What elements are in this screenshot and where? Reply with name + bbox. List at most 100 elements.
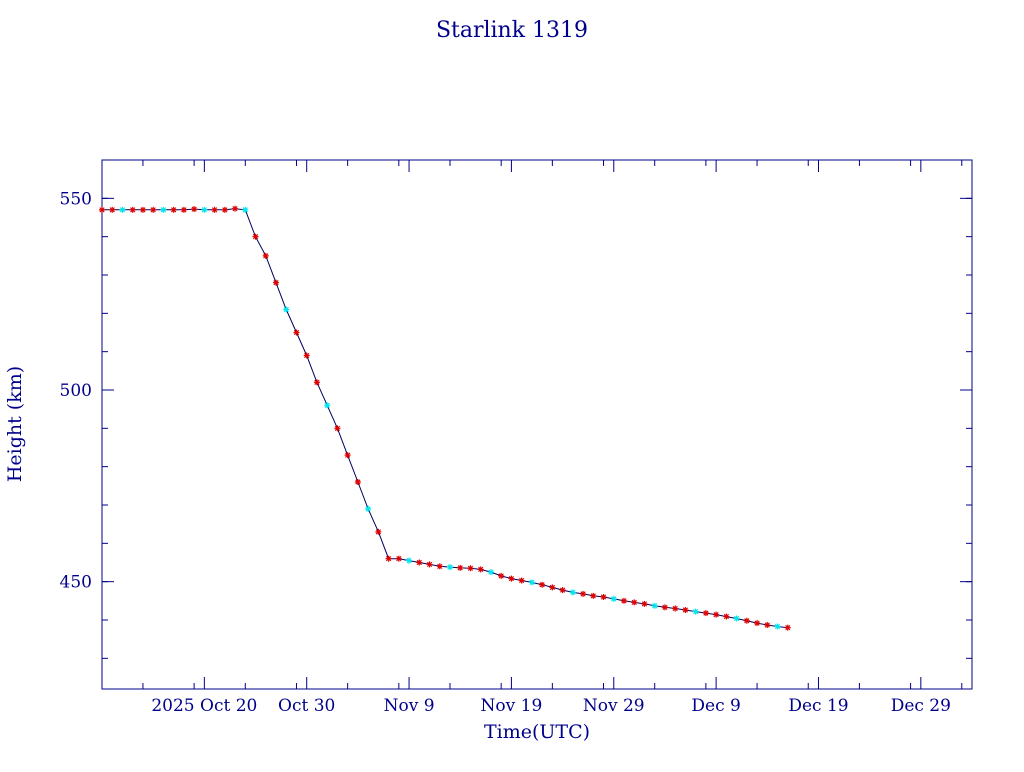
- data-point: [549, 584, 556, 591]
- data-point-stroke: [140, 207, 146, 213]
- data-point-stroke: [529, 579, 535, 586]
- data-point-stroke: [754, 620, 760, 626]
- data-point: [139, 206, 146, 213]
- data-point: [232, 205, 239, 212]
- data-point-stroke: [733, 615, 740, 622]
- data-point: [191, 206, 198, 213]
- data-point: [109, 206, 116, 213]
- data-point: [733, 615, 740, 622]
- data-point: [539, 581, 546, 588]
- data-point: [354, 479, 361, 485]
- data-point: [129, 206, 136, 213]
- y-tick-labels: 450 500 550: [60, 189, 92, 592]
- data-point: [661, 604, 668, 611]
- data-point: [692, 608, 699, 615]
- data-point: [365, 505, 372, 512]
- data-point: [477, 566, 484, 573]
- data-point-stroke: [580, 591, 586, 597]
- data-point: [436, 563, 443, 570]
- data-point: [631, 599, 638, 606]
- data-point: [774, 623, 781, 630]
- data-point: [651, 602, 658, 609]
- data-point-stroke: [723, 613, 729, 620]
- data-point-stroke: [426, 561, 433, 568]
- data-point: [170, 206, 177, 213]
- data-point: [518, 577, 525, 584]
- data-point-stroke: [232, 206, 238, 212]
- data-point-stroke: [672, 605, 678, 612]
- data-point-stroke: [304, 352, 310, 359]
- data-point-stroke: [375, 529, 381, 535]
- x-tick-label: Oct 30: [278, 696, 335, 716]
- y-axis-label: Height (km): [4, 366, 26, 482]
- data-point: [99, 206, 105, 213]
- x-tick-label: Nov 19: [481, 696, 543, 716]
- data-point: [743, 617, 750, 624]
- data-point: [457, 564, 464, 571]
- data-point: [702, 610, 709, 617]
- data-point-stroke: [365, 506, 371, 512]
- y-tick-label: 500: [60, 381, 92, 401]
- data-point: [395, 555, 402, 562]
- data-point-stroke: [549, 584, 555, 591]
- x-tick-label: Dec 9: [691, 696, 740, 716]
- data-point: [467, 565, 474, 572]
- data-point-stroke: [774, 623, 781, 630]
- data-point-stroke: [713, 612, 719, 618]
- data-point-stroke: [467, 565, 474, 571]
- data-point-stroke: [652, 603, 658, 609]
- data-point-stroke: [539, 582, 545, 588]
- data-point: [334, 425, 341, 432]
- y-tick-label: 550: [60, 189, 92, 209]
- data-point: [580, 590, 587, 597]
- data-point: [508, 575, 515, 582]
- data-point-stroke: [119, 207, 126, 213]
- data-point-stroke: [631, 599, 637, 605]
- x-tick-labels: 2025 Oct 20 Oct 30 Nov 9 Nov 19 Nov 29 Dec 9 D…: [151, 696, 951, 716]
- x-axis-label: Time(UTC): [484, 721, 590, 743]
- data-point: [426, 561, 433, 568]
- data-point-stroke: [447, 564, 453, 570]
- data-point-stroke: [293, 329, 300, 336]
- data-point-stroke: [519, 577, 525, 584]
- data-point: [201, 206, 208, 213]
- data-point: [313, 379, 320, 386]
- series-line: [102, 208, 788, 629]
- data-point-stroke: [160, 207, 167, 213]
- data-point-stroke: [334, 425, 341, 431]
- data-point-stroke: [109, 207, 115, 213]
- data-point: [283, 306, 290, 313]
- data-point: [610, 595, 617, 602]
- data-point: [559, 587, 566, 594]
- data-point-stroke: [99, 207, 105, 213]
- data-point: [621, 597, 627, 604]
- data-point: [211, 206, 218, 213]
- data-point-stroke: [764, 622, 770, 628]
- data-point: [682, 607, 689, 614]
- data-point-stroke: [590, 593, 596, 599]
- data-point: [180, 206, 187, 213]
- data-point-stroke: [600, 594, 607, 600]
- data-point-stroke: [324, 402, 330, 408]
- data-point: [119, 206, 126, 213]
- data-point-stroke: [283, 306, 289, 313]
- data-point: [447, 564, 453, 571]
- data-point-stroke: [498, 573, 504, 579]
- data-point-stroke: [242, 207, 248, 213]
- data-point-stroke: [201, 207, 207, 213]
- data-point: [528, 579, 535, 586]
- data-point: [273, 279, 279, 286]
- data-point-stroke: [252, 234, 259, 240]
- x-tick-label: Dec 19: [788, 696, 848, 716]
- data-point-stroke: [385, 556, 392, 562]
- data-point-stroke: [263, 253, 269, 259]
- data-point: [723, 613, 730, 620]
- data-point: [672, 605, 679, 612]
- x-tick-label: Nov 29: [583, 696, 645, 716]
- data-point: [784, 624, 791, 631]
- data-point-stroke: [273, 280, 279, 286]
- data-point: [406, 557, 413, 564]
- data-point-stroke: [662, 604, 668, 610]
- data-point: [324, 402, 331, 409]
- data-point: [713, 611, 720, 618]
